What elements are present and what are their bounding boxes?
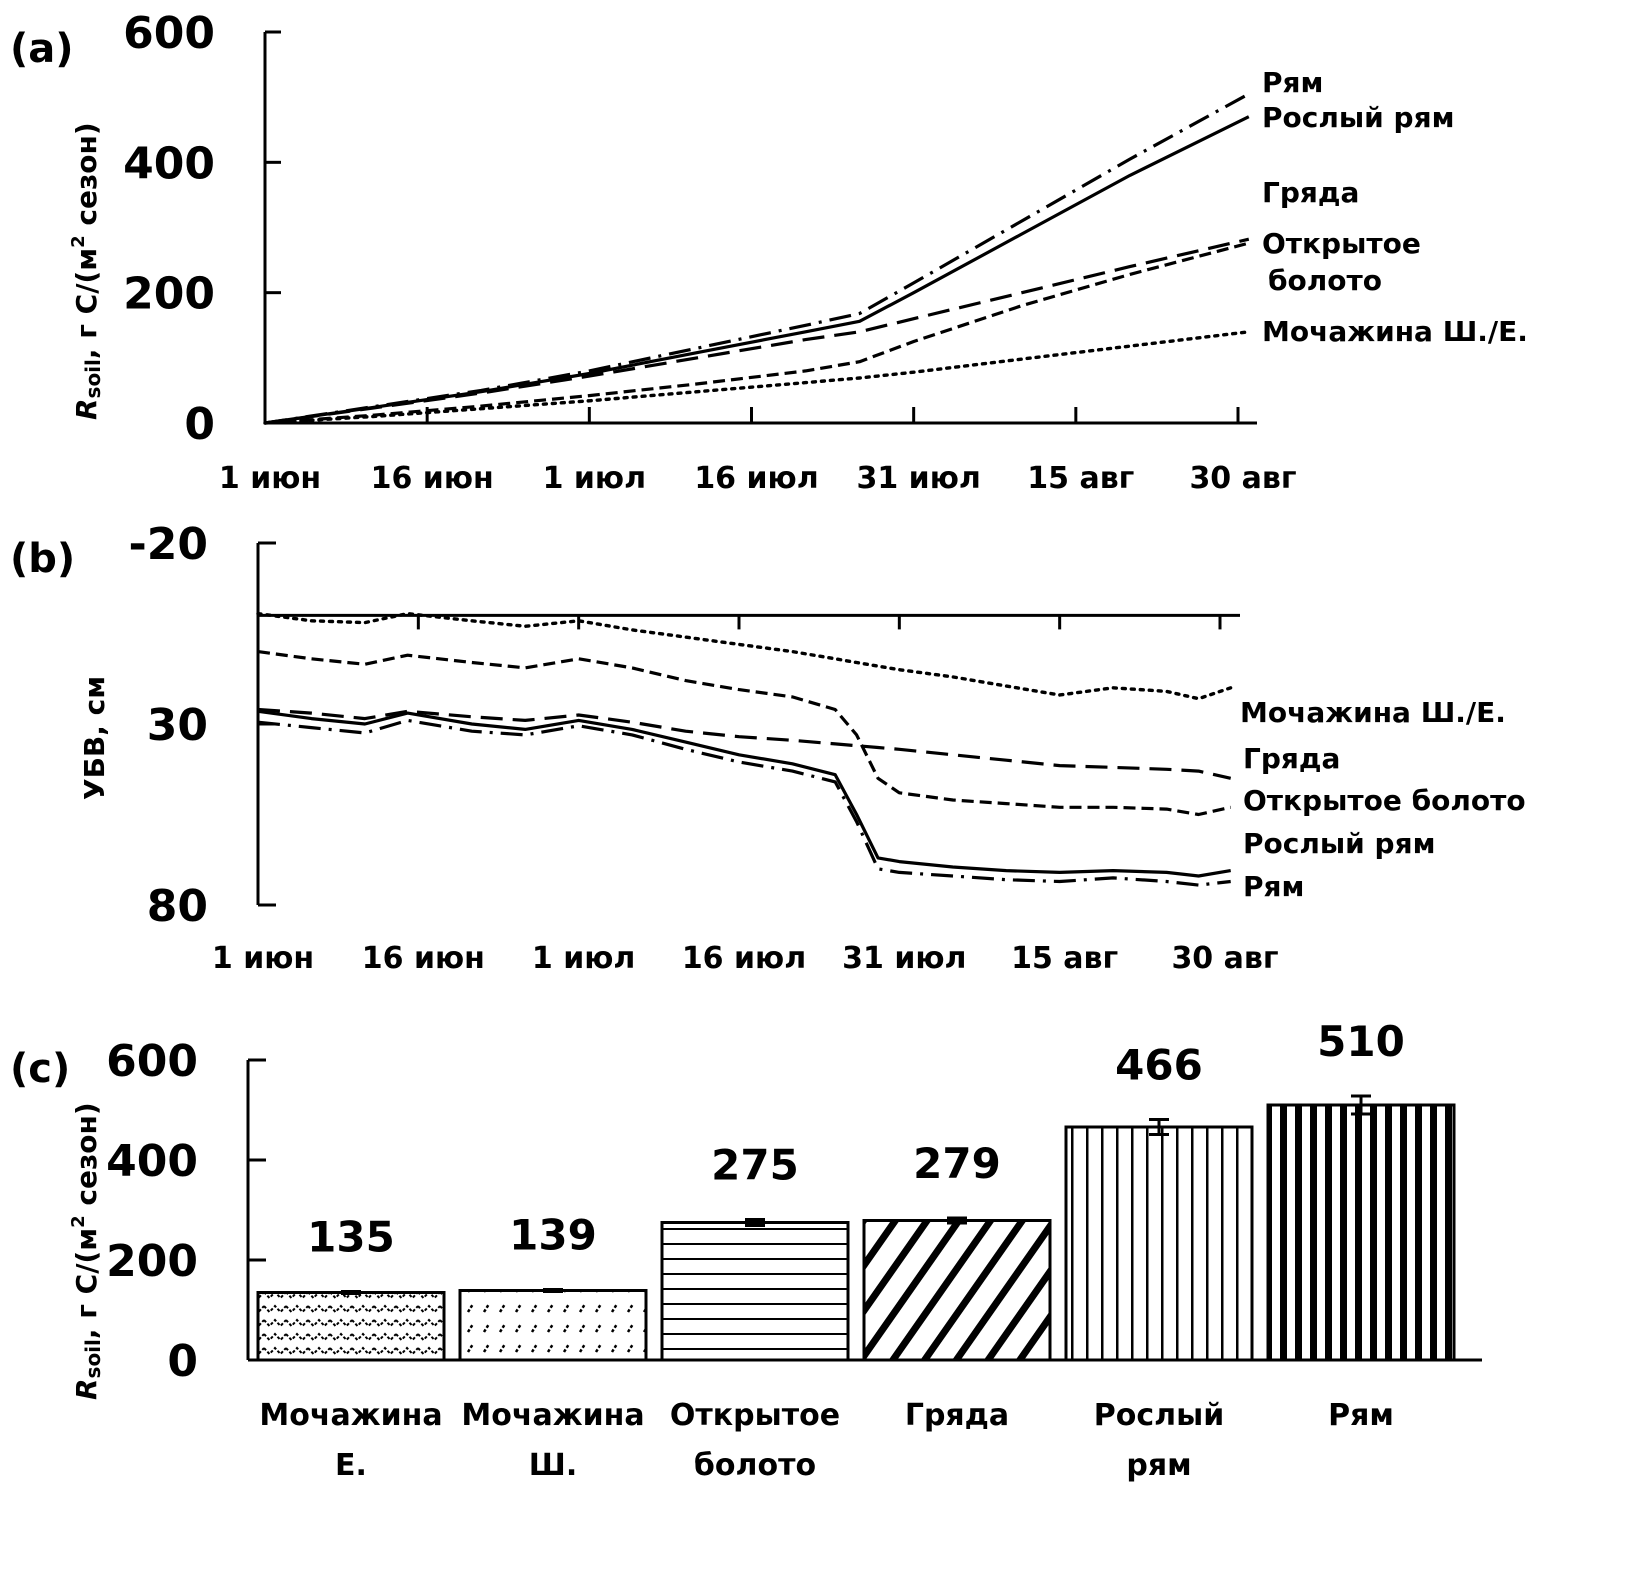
series-label: Рям: [1243, 870, 1304, 903]
y-tick-label: 600: [123, 8, 215, 59]
panel-b-letter: (b): [10, 536, 75, 582]
bar-value-label: 135: [307, 1213, 395, 1262]
bar-4: [1064, 1125, 1254, 1362]
series-label: Открытое: [1262, 227, 1421, 260]
panel-c-bars: 135 Мочажина Е. 139 Мочажина Ш. 275 Открытое бол…: [256, 1017, 1456, 1483]
category-label: Рослый: [1094, 1398, 1225, 1433]
x-tick-label: 1 июн: [212, 941, 314, 976]
ylabel-tail: сезон): [70, 122, 103, 235]
series-line-3: [257, 709, 1231, 878]
ylabel-symbol: R: [70, 398, 103, 420]
series-line-3: [264, 241, 1250, 425]
y-tick-label: 30: [147, 700, 208, 751]
y-tick-label: 0: [167, 1336, 198, 1387]
panel-a: (a) Rsoil, г C/(м2 сезон) 0 200 400 600 1 ию…: [10, 8, 1528, 496]
series-label: Рослый рям: [1243, 827, 1435, 860]
x-tick-label: 1 июл: [543, 461, 646, 496]
svg-text:Rsoil, г C/(м2 сезон): Rsoil, г C/(м2 сезон): [68, 122, 105, 420]
series-line-4: [263, 330, 1251, 425]
series-line-4: [257, 718, 1231, 887]
category-label: Мочажина: [461, 1398, 644, 1433]
panel-b-axes: -20 30 801 июн 16 июн 1 июл 16 июл 31 июл 15 ав…: [129, 519, 1279, 976]
panel-b: (b) УБВ, см -20 30 801 июн 16 июн 1 июл 16 ию…: [10, 519, 1526, 976]
x-tick-label: 31 июл: [842, 941, 966, 976]
ylabel-sup: 2: [68, 1215, 89, 1228]
panel-b-series: [256, 611, 1233, 887]
category-label-line2: Е.: [335, 1448, 367, 1483]
series-label: Гряда: [1243, 742, 1340, 775]
category-label-line2: Ш.: [529, 1448, 577, 1483]
ylabel-rest: , г C/(м: [70, 248, 103, 359]
series-label: Гряда: [1262, 176, 1359, 209]
series-label: Мочажина Ш./Е.: [1262, 315, 1528, 348]
panel-a-series: [263, 92, 1251, 425]
x-tick-label: 15 авг: [1027, 461, 1134, 496]
x-tick-label: 15 авг: [1011, 941, 1118, 976]
ylabel-rest: , г C/(м: [70, 1228, 103, 1339]
ylabel-sup: 2: [68, 235, 89, 248]
x-tick-label: 30 авг: [1189, 461, 1296, 496]
series-label: Открытое болото: [1243, 784, 1526, 817]
panel-c-y-axis-label: Rsoil, г C/(м2 сезон): [68, 1102, 105, 1400]
panel-a-letter: (a): [10, 26, 74, 72]
x-tick-label: 16 июл: [682, 941, 806, 976]
panel-c-axes: 0 200 400 600: [106, 1036, 1482, 1387]
y-tick-label: 0: [184, 399, 215, 450]
x-tick-label: 30 авг: [1171, 941, 1278, 976]
y-tick-label: 80: [147, 881, 208, 932]
x-tick-label: 1 июн: [219, 461, 321, 496]
bar-0: [256, 1291, 446, 1362]
y-tick-label: 400: [106, 1136, 198, 1187]
bar-value-label: 279: [913, 1139, 1001, 1188]
series-line-2: [264, 237, 1250, 425]
series-label: Рям: [1262, 66, 1323, 99]
bar-value-label: 275: [711, 1141, 799, 1190]
panel-c-letter: (c): [10, 1046, 70, 1092]
ylabel-subscript: soil: [81, 1339, 105, 1378]
series-label: Рослый рям: [1262, 101, 1454, 134]
panel-a-y-axis-label: Rsoil, г C/(м2 сезон): [68, 122, 105, 420]
series-line-2: [257, 650, 1232, 817]
series-line-0: [264, 92, 1250, 425]
x-tick-label: 16 июл: [694, 461, 818, 496]
category-label: Гряда: [905, 1398, 1009, 1433]
ylabel-subscript: soil: [81, 359, 105, 398]
bar-value-label: 139: [509, 1211, 597, 1260]
series-line-1: [264, 115, 1250, 425]
series-label: болото: [1268, 264, 1382, 297]
bar-5: [1266, 1103, 1456, 1362]
bar-2: [660, 1221, 850, 1362]
bar-value-label: 466: [1115, 1041, 1203, 1090]
y-tick-label: 200: [106, 1236, 198, 1287]
panel-b-y-axis-label: УБВ, см: [78, 676, 111, 800]
ylabel-tail: сезон): [70, 1102, 103, 1215]
y-tick-label: 200: [123, 269, 215, 320]
panel-b-series-labels: Мочажина Ш./Е. Гряда Открытое болото Рослый…: [1240, 696, 1526, 903]
category-label-line2: рям: [1126, 1448, 1191, 1483]
bar-1: [458, 1289, 648, 1362]
x-tick-label: 31 июл: [856, 461, 980, 496]
bar-3: [862, 1219, 1052, 1362]
panel-c: (c) Rsoil, г C/(м2 сезон) 0 200 400 600 135…: [10, 1017, 1482, 1483]
x-tick-label: 16 июн: [362, 941, 485, 976]
x-tick-label: 1 июл: [532, 941, 635, 976]
series-line-0: [256, 611, 1233, 701]
series-line-1: [257, 707, 1232, 780]
series-label: Мочажина Ш./Е.: [1240, 696, 1506, 729]
ylabel-symbol: R: [70, 1378, 103, 1400]
category-label: Мочажина: [259, 1398, 442, 1433]
y-tick-label: -20: [129, 519, 209, 570]
y-tick-label: 600: [106, 1036, 198, 1087]
category-label: Открытое: [670, 1398, 840, 1433]
category-label-line2: болото: [694, 1448, 816, 1483]
svg-text:Rsoil, г C/(м2 сезон): Rsoil, г C/(м2 сезон): [68, 1102, 105, 1400]
category-label: Рям: [1328, 1398, 1394, 1433]
panel-a-axes: 0 200 400 600 1 июн 16 июн 1 июл 16 июл 31 июл 15…: [123, 8, 1296, 496]
y-tick-label: 400: [123, 138, 215, 189]
x-tick-label: 16 июн: [371, 461, 494, 496]
bar-value-label: 510: [1317, 1017, 1405, 1066]
